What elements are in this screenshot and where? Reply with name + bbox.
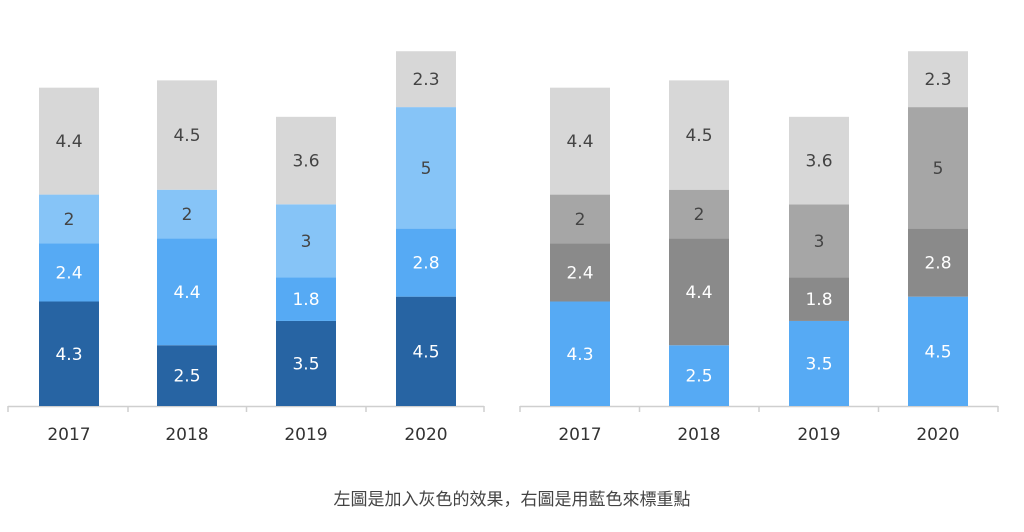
right-data-label-2019-1: 1.8 xyxy=(805,290,832,310)
right-bar-2017-segment-1 xyxy=(550,243,610,302)
right-data-label-2017-2: 2 xyxy=(575,210,586,230)
left-x-tick-label-2018: 2018 xyxy=(165,425,208,445)
right-bar-2018-segment-0 xyxy=(669,345,729,406)
right-bar-2020-segment-3 xyxy=(908,51,968,108)
right-bar-2017-segment-0 xyxy=(550,301,610,406)
left-data-label-2018-1: 4.4 xyxy=(173,283,200,303)
right-data-label-2017-0: 4.3 xyxy=(566,345,593,365)
left-data-label-2019-3: 3.6 xyxy=(292,152,319,172)
right-x-tick-label-2019: 2019 xyxy=(797,425,840,445)
left-data-label-2019-2: 3 xyxy=(301,232,312,252)
left-bar-2017-segment-3 xyxy=(39,87,99,195)
right-x-tick-label-2017: 2017 xyxy=(558,425,601,445)
left-data-label-2017-2: 2 xyxy=(64,210,75,230)
left-data-label-2020-3: 2.3 xyxy=(412,70,439,90)
right-bar-2019-segment-2 xyxy=(789,204,849,278)
left-bar-2018-segment-3 xyxy=(157,80,217,190)
right-bar-2018-segment-3 xyxy=(669,80,729,190)
left-x-tick-label-2017: 2017 xyxy=(47,425,90,445)
right-bar-2018-segment-1 xyxy=(669,238,729,346)
figure-caption: 左圖是加入灰色的效果，右圖是用藍色來標重點 xyxy=(333,490,691,510)
left-bar-2020-segment-1 xyxy=(396,228,456,297)
left-data-label-2020-2: 5 xyxy=(421,159,432,179)
left-bar-2017-segment-2 xyxy=(39,194,99,244)
right-data-label-2018-0: 2.5 xyxy=(685,367,712,387)
right-data-label-2019-0: 3.5 xyxy=(805,354,832,374)
right-data-label-2018-2: 2 xyxy=(694,205,705,225)
right-data-label-2020-1: 2.8 xyxy=(924,254,951,274)
left-data-label-2019-0: 3.5 xyxy=(292,354,319,374)
right-stacked-bar-chart: 4.3 2.4 2 4.4 2017 2.5 4.4 2 4.5 2018 3.5 1.8 3 3.6 20… xyxy=(519,51,999,445)
left-data-label-2019-1: 1.8 xyxy=(292,290,319,310)
right-x-tick-label-2020: 2020 xyxy=(916,425,959,445)
left-bar-2018-segment-1 xyxy=(157,238,217,346)
left-bar-2020-segment-3 xyxy=(396,51,456,108)
right-data-label-2019-2: 3 xyxy=(814,232,825,252)
right-x-tick-label-2018: 2018 xyxy=(677,425,720,445)
right-bar-2019-segment-3 xyxy=(789,116,849,205)
right-bar-2019-segment-1 xyxy=(789,277,849,321)
left-bar-2020-segment-0 xyxy=(396,296,456,406)
right-bar-2020-segment-0 xyxy=(908,296,968,406)
left-data-label-2017-1: 2.4 xyxy=(55,263,82,283)
right-data-label-2020-3: 2.3 xyxy=(924,70,951,90)
left-data-label-2018-2: 2 xyxy=(182,205,193,225)
left-bar-2018-segment-2 xyxy=(157,189,217,239)
left-bar-2019-segment-2 xyxy=(276,204,336,278)
left-data-label-2018-0: 2.5 xyxy=(173,367,200,387)
left-x-tick-label-2019: 2019 xyxy=(284,425,327,445)
right-bar-2018-segment-2 xyxy=(669,189,729,239)
right-data-label-2017-3: 4.4 xyxy=(566,132,593,152)
left-bar-2019-segment-3 xyxy=(276,116,336,205)
left-stacked-bar-chart: 4.3 2.4 2 4.4 2017 2.5 4.4 2 4.5 2018 3.5 1.8 3 3.6 20… xyxy=(7,51,485,445)
left-bar-2019-segment-1 xyxy=(276,277,336,321)
right-data-label-2017-1: 2.4 xyxy=(566,263,593,283)
right-bar-2020-segment-2 xyxy=(908,107,968,229)
left-data-label-2018-3: 4.5 xyxy=(173,126,200,146)
left-bar-2020-segment-2 xyxy=(396,107,456,229)
right-bar-2017-segment-3 xyxy=(550,87,610,195)
right-data-label-2019-3: 3.6 xyxy=(805,152,832,172)
left-data-label-2017-0: 4.3 xyxy=(55,345,82,365)
left-data-label-2017-3: 4.4 xyxy=(55,132,82,152)
left-bar-2017-segment-0 xyxy=(39,301,99,406)
left-data-label-2020-1: 2.8 xyxy=(412,254,439,274)
left-bar-2018-segment-0 xyxy=(157,345,217,406)
left-bar-2019-segment-0 xyxy=(276,320,336,406)
right-data-label-2020-0: 4.5 xyxy=(924,342,951,362)
right-bar-2017-segment-2 xyxy=(550,194,610,244)
right-bar-2019-segment-0 xyxy=(789,320,849,406)
right-data-label-2020-2: 5 xyxy=(933,159,944,179)
right-bar-2020-segment-1 xyxy=(908,228,968,297)
left-x-tick-label-2020: 2020 xyxy=(404,425,447,445)
right-data-label-2018-1: 4.4 xyxy=(685,283,712,303)
left-bar-2017-segment-1 xyxy=(39,243,99,302)
left-data-label-2020-0: 4.5 xyxy=(412,342,439,362)
right-data-label-2018-3: 4.5 xyxy=(685,126,712,146)
